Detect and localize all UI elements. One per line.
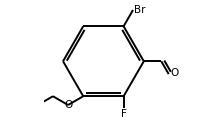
Text: F: F — [121, 109, 127, 119]
Text: O: O — [64, 100, 72, 110]
Text: Br: Br — [134, 5, 145, 15]
Text: O: O — [171, 68, 179, 78]
